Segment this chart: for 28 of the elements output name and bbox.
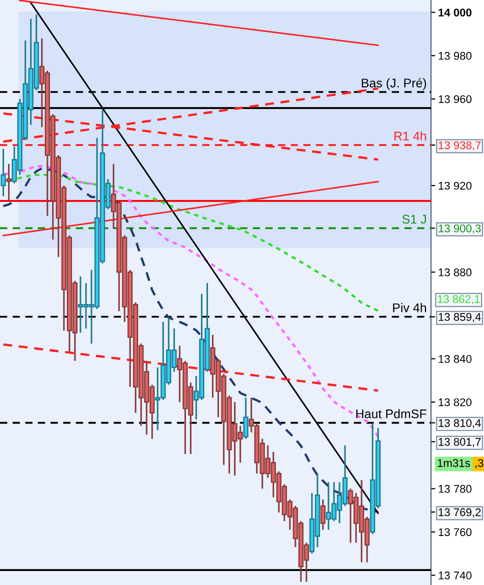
y-tick-label: 13 900,3 <box>438 224 481 234</box>
ref-line-label: S1 J <box>402 214 426 224</box>
text: ,3 <box>476 459 484 468</box>
y-tick-label: 13 810,4 <box>438 419 481 428</box>
ref-line-label: Piv 4h <box>393 303 426 312</box>
y-tick-label: 13 801,7 <box>438 438 481 448</box>
y-tick-label: 13 880 <box>438 268 472 276</box>
y-tick-label: 13 859,4 <box>438 313 481 322</box>
y-tick-label: 13 769,2 <box>438 508 481 518</box>
y-tick-label: 13 920 <box>438 182 472 190</box>
text: 13 862,1 <box>438 295 480 304</box>
ref-line-label: Haut PdmSF <box>356 409 426 418</box>
text: 1m31s <box>438 459 470 467</box>
y-tick-label: 13 760 <box>438 528 472 536</box>
y-tick-label: 13 960 <box>438 95 472 104</box>
candlestick <box>243 396 248 440</box>
y-tick-label: 13 840 <box>438 355 472 363</box>
ref-line-label: Bas (J. Pré) <box>362 78 426 90</box>
y-tick-label: 13 780 <box>438 484 472 493</box>
y-tick-label: 13 980 <box>438 52 472 60</box>
candlestick <box>320 498 326 531</box>
y-tick-label: 13 820 <box>438 398 472 406</box>
y-tick-label: 13 938,7 <box>438 141 481 151</box>
y-tick-label: 13 740 <box>438 572 472 580</box>
ref-line-label: R1 4h <box>394 131 426 140</box>
candlestick <box>6 163 12 202</box>
candlestick <box>0 148 6 198</box>
y-tick-label: 14 000 <box>438 8 472 16</box>
